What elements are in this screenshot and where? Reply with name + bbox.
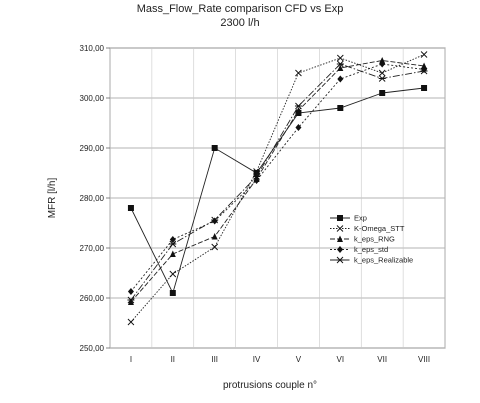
- data-point: [253, 173, 261, 180]
- data-point: [295, 124, 302, 131]
- x-axis-ticks: I II III IV V VI VII VIII: [130, 355, 430, 364]
- data-point: [127, 205, 134, 211]
- data-point: [169, 250, 176, 257]
- y-tick-label: 250,00: [80, 344, 105, 353]
- data-point: [169, 270, 177, 278]
- series-line: [130, 63, 425, 301]
- data-point: [127, 318, 135, 326]
- data-point: [253, 177, 260, 184]
- x-tick-label: VII: [377, 355, 387, 364]
- y-tick-label: 290,00: [80, 144, 105, 153]
- data-point: [337, 246, 343, 253]
- data-point: [379, 60, 386, 68]
- legend-label: k_eps_std: [354, 245, 388, 254]
- data-point: [211, 233, 218, 240]
- y-tick-label: 300,00: [80, 94, 105, 103]
- data-point: [127, 296, 135, 304]
- data-point: [336, 60, 344, 68]
- chart-title: Mass_Flow_Rate comparison CFD vs Exp: [137, 3, 344, 15]
- data-point: [127, 288, 134, 295]
- data-point: [336, 225, 344, 232]
- chart-subtitle: 2300 l/h: [220, 17, 259, 29]
- series-line: [130, 63, 425, 292]
- data-point: [295, 69, 302, 77]
- data-point: [336, 54, 344, 62]
- data-point: [420, 51, 428, 58]
- data-point: [421, 62, 428, 69]
- data-point: [337, 215, 343, 221]
- series-4: [127, 60, 428, 304]
- data-point: [169, 240, 177, 248]
- series-line: [130, 60, 425, 303]
- data-point: [211, 243, 219, 251]
- x-tick-label: I: [130, 355, 132, 364]
- y-axis-ticks: 250,00 260,00 270,00 280,00 290,00 300,00 310,…: [80, 44, 110, 353]
- y-tick-label: 260,00: [80, 294, 105, 303]
- series-0: [127, 85, 428, 296]
- series-line: [130, 87, 425, 295]
- x-tick-label: VIII: [418, 355, 430, 364]
- legend-item: K-Omega_STT: [330, 224, 405, 233]
- series-1: [127, 51, 428, 326]
- data-point: [337, 105, 344, 111]
- data-point: [127, 298, 134, 305]
- data-point: [211, 145, 218, 151]
- legend-item: Exp: [330, 214, 367, 223]
- legend-label: k_eps_RNG: [354, 235, 395, 244]
- series-line: [130, 54, 425, 323]
- data-point: [294, 102, 302, 110]
- legend-label: Exp: [354, 214, 367, 223]
- legend-item: k_eps_Realizable: [330, 256, 413, 265]
- x-tick-label: III: [211, 355, 218, 364]
- legend-label: k_eps_Realizable: [354, 256, 413, 265]
- x-axis-label: protrusions couple n°: [223, 380, 317, 391]
- x-tick-label: VI: [337, 355, 345, 364]
- data-point: [211, 217, 218, 225]
- series-group: [127, 51, 428, 326]
- y-tick-label: 310,00: [80, 44, 105, 53]
- y-axis-label: MFR [l/h]: [47, 178, 58, 219]
- data-point: [379, 57, 386, 64]
- data-point: [169, 290, 176, 296]
- data-point: [379, 90, 386, 96]
- data-point: [421, 85, 428, 91]
- x-tick-label: IV: [253, 355, 261, 364]
- data-point: [336, 256, 344, 264]
- y-tick-label: 270,00: [80, 244, 105, 253]
- data-point: [169, 236, 176, 243]
- x-tick-label: II: [171, 355, 175, 364]
- data-point: [420, 67, 428, 75]
- data-point: [378, 69, 386, 77]
- data-point: [337, 75, 344, 83]
- data-point: [337, 64, 344, 71]
- legend-item: k_eps_std: [330, 245, 388, 254]
- x-tick-label: V: [296, 355, 302, 364]
- grid: [109, 47, 446, 349]
- data-point: [253, 170, 260, 176]
- data-point: [253, 168, 260, 175]
- data-point: [378, 75, 386, 82]
- data-point: [337, 235, 343, 242]
- data-point: [211, 216, 219, 224]
- y-tick-label: 280,00: [80, 194, 105, 203]
- legend-item: k_eps_RNG: [330, 235, 395, 244]
- data-point: [295, 107, 302, 114]
- legend-label: K-Omega_STT: [354, 224, 405, 233]
